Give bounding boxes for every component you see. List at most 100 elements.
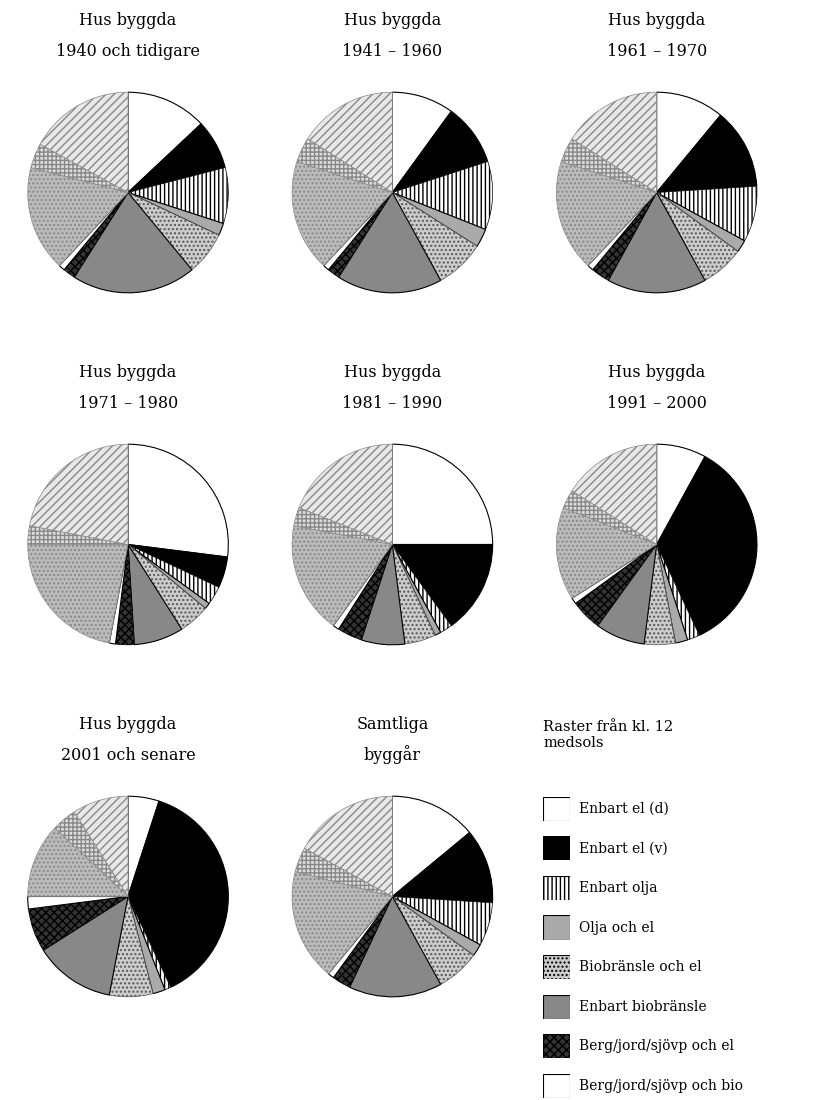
Wedge shape	[657, 116, 757, 192]
Text: 2001 och senare: 2001 och senare	[60, 747, 196, 763]
Wedge shape	[29, 896, 128, 950]
Wedge shape	[392, 544, 492, 626]
Wedge shape	[43, 896, 128, 996]
Wedge shape	[128, 544, 209, 608]
Wedge shape	[563, 491, 657, 544]
Wedge shape	[392, 896, 492, 945]
Wedge shape	[55, 812, 128, 896]
Wedge shape	[116, 544, 135, 645]
Wedge shape	[392, 544, 440, 636]
Wedge shape	[593, 192, 657, 280]
Wedge shape	[74, 796, 128, 896]
Text: 1961 – 1970: 1961 – 1970	[606, 43, 707, 59]
Wedge shape	[576, 544, 657, 626]
Text: Berg/jord/sjövp och el: Berg/jord/sjövp och el	[580, 1040, 734, 1054]
Wedge shape	[339, 192, 440, 293]
Text: Enbart el (v): Enbart el (v)	[580, 842, 668, 856]
Text: Enbart el (d): Enbart el (d)	[580, 802, 669, 816]
Wedge shape	[28, 526, 128, 544]
Text: Raster från kl. 12
medsols: Raster från kl. 12 medsols	[544, 719, 673, 750]
Text: Olja och el: Olja och el	[580, 921, 654, 935]
Wedge shape	[128, 544, 206, 629]
Wedge shape	[28, 544, 128, 644]
Wedge shape	[361, 544, 405, 645]
Wedge shape	[128, 544, 182, 645]
Wedge shape	[588, 192, 657, 270]
Text: 1981 – 1990: 1981 – 1990	[342, 395, 443, 411]
Wedge shape	[128, 544, 219, 604]
Wedge shape	[657, 544, 688, 644]
Wedge shape	[128, 444, 228, 557]
Text: 1940 och tidigare: 1940 och tidigare	[56, 43, 200, 59]
Wedge shape	[657, 192, 744, 252]
Wedge shape	[28, 167, 128, 265]
Wedge shape	[128, 167, 228, 223]
Wedge shape	[28, 828, 128, 896]
Text: Hus byggda: Hus byggda	[79, 12, 177, 29]
Wedge shape	[59, 192, 128, 270]
Wedge shape	[572, 544, 657, 604]
Wedge shape	[305, 796, 392, 896]
Text: Enbart olja: Enbart olja	[580, 881, 658, 895]
Wedge shape	[329, 192, 392, 277]
Wedge shape	[657, 544, 700, 640]
Text: Hus byggda: Hus byggda	[608, 364, 705, 381]
Wedge shape	[392, 192, 477, 280]
Wedge shape	[392, 896, 473, 984]
Wedge shape	[657, 444, 705, 544]
Wedge shape	[28, 896, 128, 909]
Wedge shape	[109, 896, 153, 997]
Text: 1991 – 2000: 1991 – 2000	[607, 395, 706, 411]
Wedge shape	[324, 192, 392, 270]
Wedge shape	[657, 192, 738, 280]
Wedge shape	[30, 444, 128, 544]
Text: Berg/jord/sjövp och bio: Berg/jord/sjövp och bio	[580, 1079, 743, 1093]
Wedge shape	[128, 896, 165, 993]
Wedge shape	[392, 896, 480, 956]
Text: Enbart biobränsle: Enbart biobränsle	[580, 1000, 707, 1014]
Wedge shape	[74, 192, 192, 293]
Wedge shape	[392, 444, 492, 544]
Wedge shape	[657, 186, 757, 241]
Wedge shape	[392, 92, 451, 192]
Wedge shape	[329, 896, 392, 978]
Wedge shape	[562, 139, 657, 192]
Wedge shape	[572, 92, 657, 192]
Wedge shape	[295, 848, 392, 896]
Wedge shape	[292, 526, 392, 626]
Wedge shape	[339, 544, 392, 640]
Wedge shape	[128, 192, 223, 235]
Wedge shape	[557, 162, 657, 265]
Wedge shape	[609, 192, 705, 293]
Wedge shape	[349, 896, 440, 997]
Wedge shape	[292, 162, 392, 265]
Wedge shape	[598, 544, 657, 644]
Wedge shape	[128, 192, 219, 270]
Wedge shape	[128, 124, 225, 192]
Wedge shape	[299, 444, 392, 544]
Wedge shape	[294, 507, 392, 544]
Text: byggår: byggår	[363, 745, 421, 763]
Wedge shape	[128, 796, 159, 896]
Wedge shape	[392, 192, 486, 246]
Wedge shape	[64, 192, 128, 277]
Text: 1941 – 1960: 1941 – 1960	[342, 43, 443, 59]
Text: Hus byggda: Hus byggda	[344, 12, 441, 29]
Wedge shape	[128, 801, 228, 988]
Wedge shape	[392, 544, 451, 632]
Wedge shape	[392, 796, 470, 896]
Wedge shape	[657, 92, 720, 192]
Wedge shape	[572, 444, 657, 544]
Wedge shape	[40, 92, 128, 192]
Wedge shape	[297, 139, 392, 192]
Text: Hus byggda: Hus byggda	[79, 716, 177, 733]
Wedge shape	[392, 111, 487, 192]
Text: Hus byggda: Hus byggda	[79, 364, 177, 381]
Wedge shape	[307, 92, 392, 192]
Text: Hus byggda: Hus byggda	[344, 364, 441, 381]
Wedge shape	[334, 896, 392, 988]
Wedge shape	[392, 833, 492, 903]
Text: Hus byggda: Hus byggda	[608, 12, 705, 29]
Wedge shape	[128, 544, 227, 587]
Wedge shape	[557, 507, 657, 598]
